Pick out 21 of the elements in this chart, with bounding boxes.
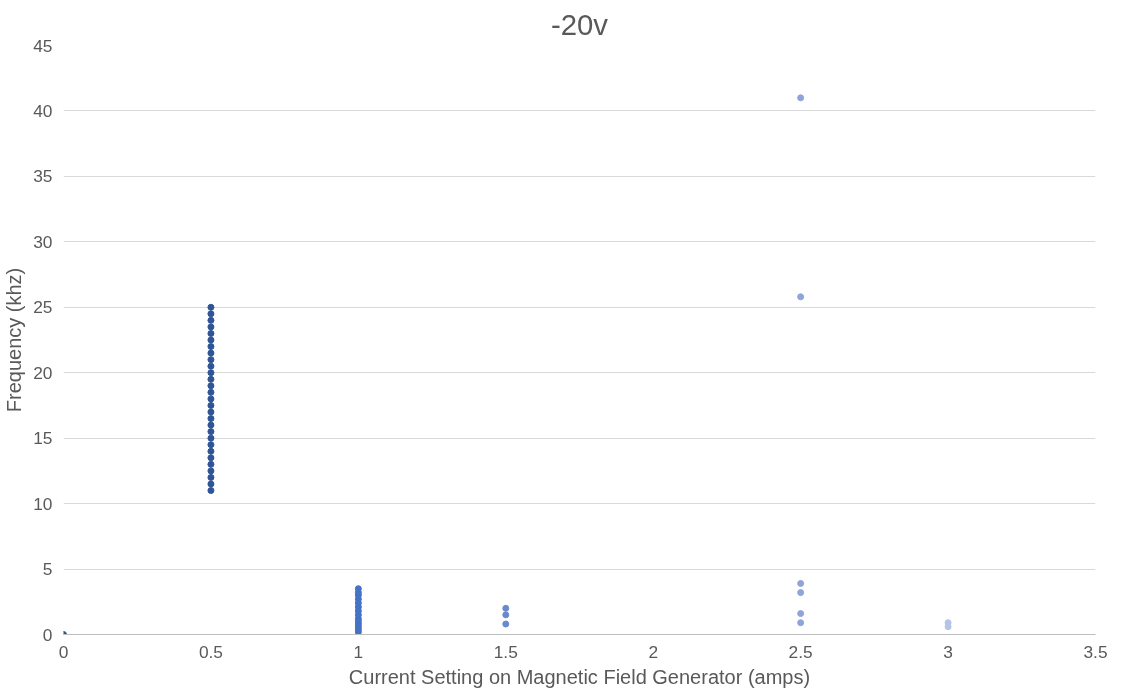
y-tick-label: 25 [33,297,53,318]
y-axis-title: Frequency (khz) [3,267,26,413]
x-tick-label: 0 [58,641,69,662]
y-tick-label: 10 [33,493,53,514]
y-tick-label: 15 [33,428,53,449]
y-tick-label: 0 [42,624,53,645]
x-tick-label: 2 [648,641,659,662]
y-tick-label: 40 [33,100,53,121]
x-tick-label: 1.5 [493,641,518,662]
y-tick-label: 5 [42,559,53,580]
y-tick-label: 35 [33,166,53,187]
chart-title: -20v [550,7,609,41]
x-tick-label: 2.5 [788,641,813,662]
x-tick-label: 1 [353,641,364,662]
y-tick-label: 20 [33,362,53,383]
y-tick-label: 30 [33,231,53,252]
x-tick-label: 0.5 [198,641,223,662]
x-axis-title: Current Setting on Magnetic Field Generator (amps) [348,665,811,688]
y-tick-label: 45 [33,35,53,56]
x-tick-label: 3.5 [1083,641,1108,662]
x-tick-label: 3 [943,641,953,662]
